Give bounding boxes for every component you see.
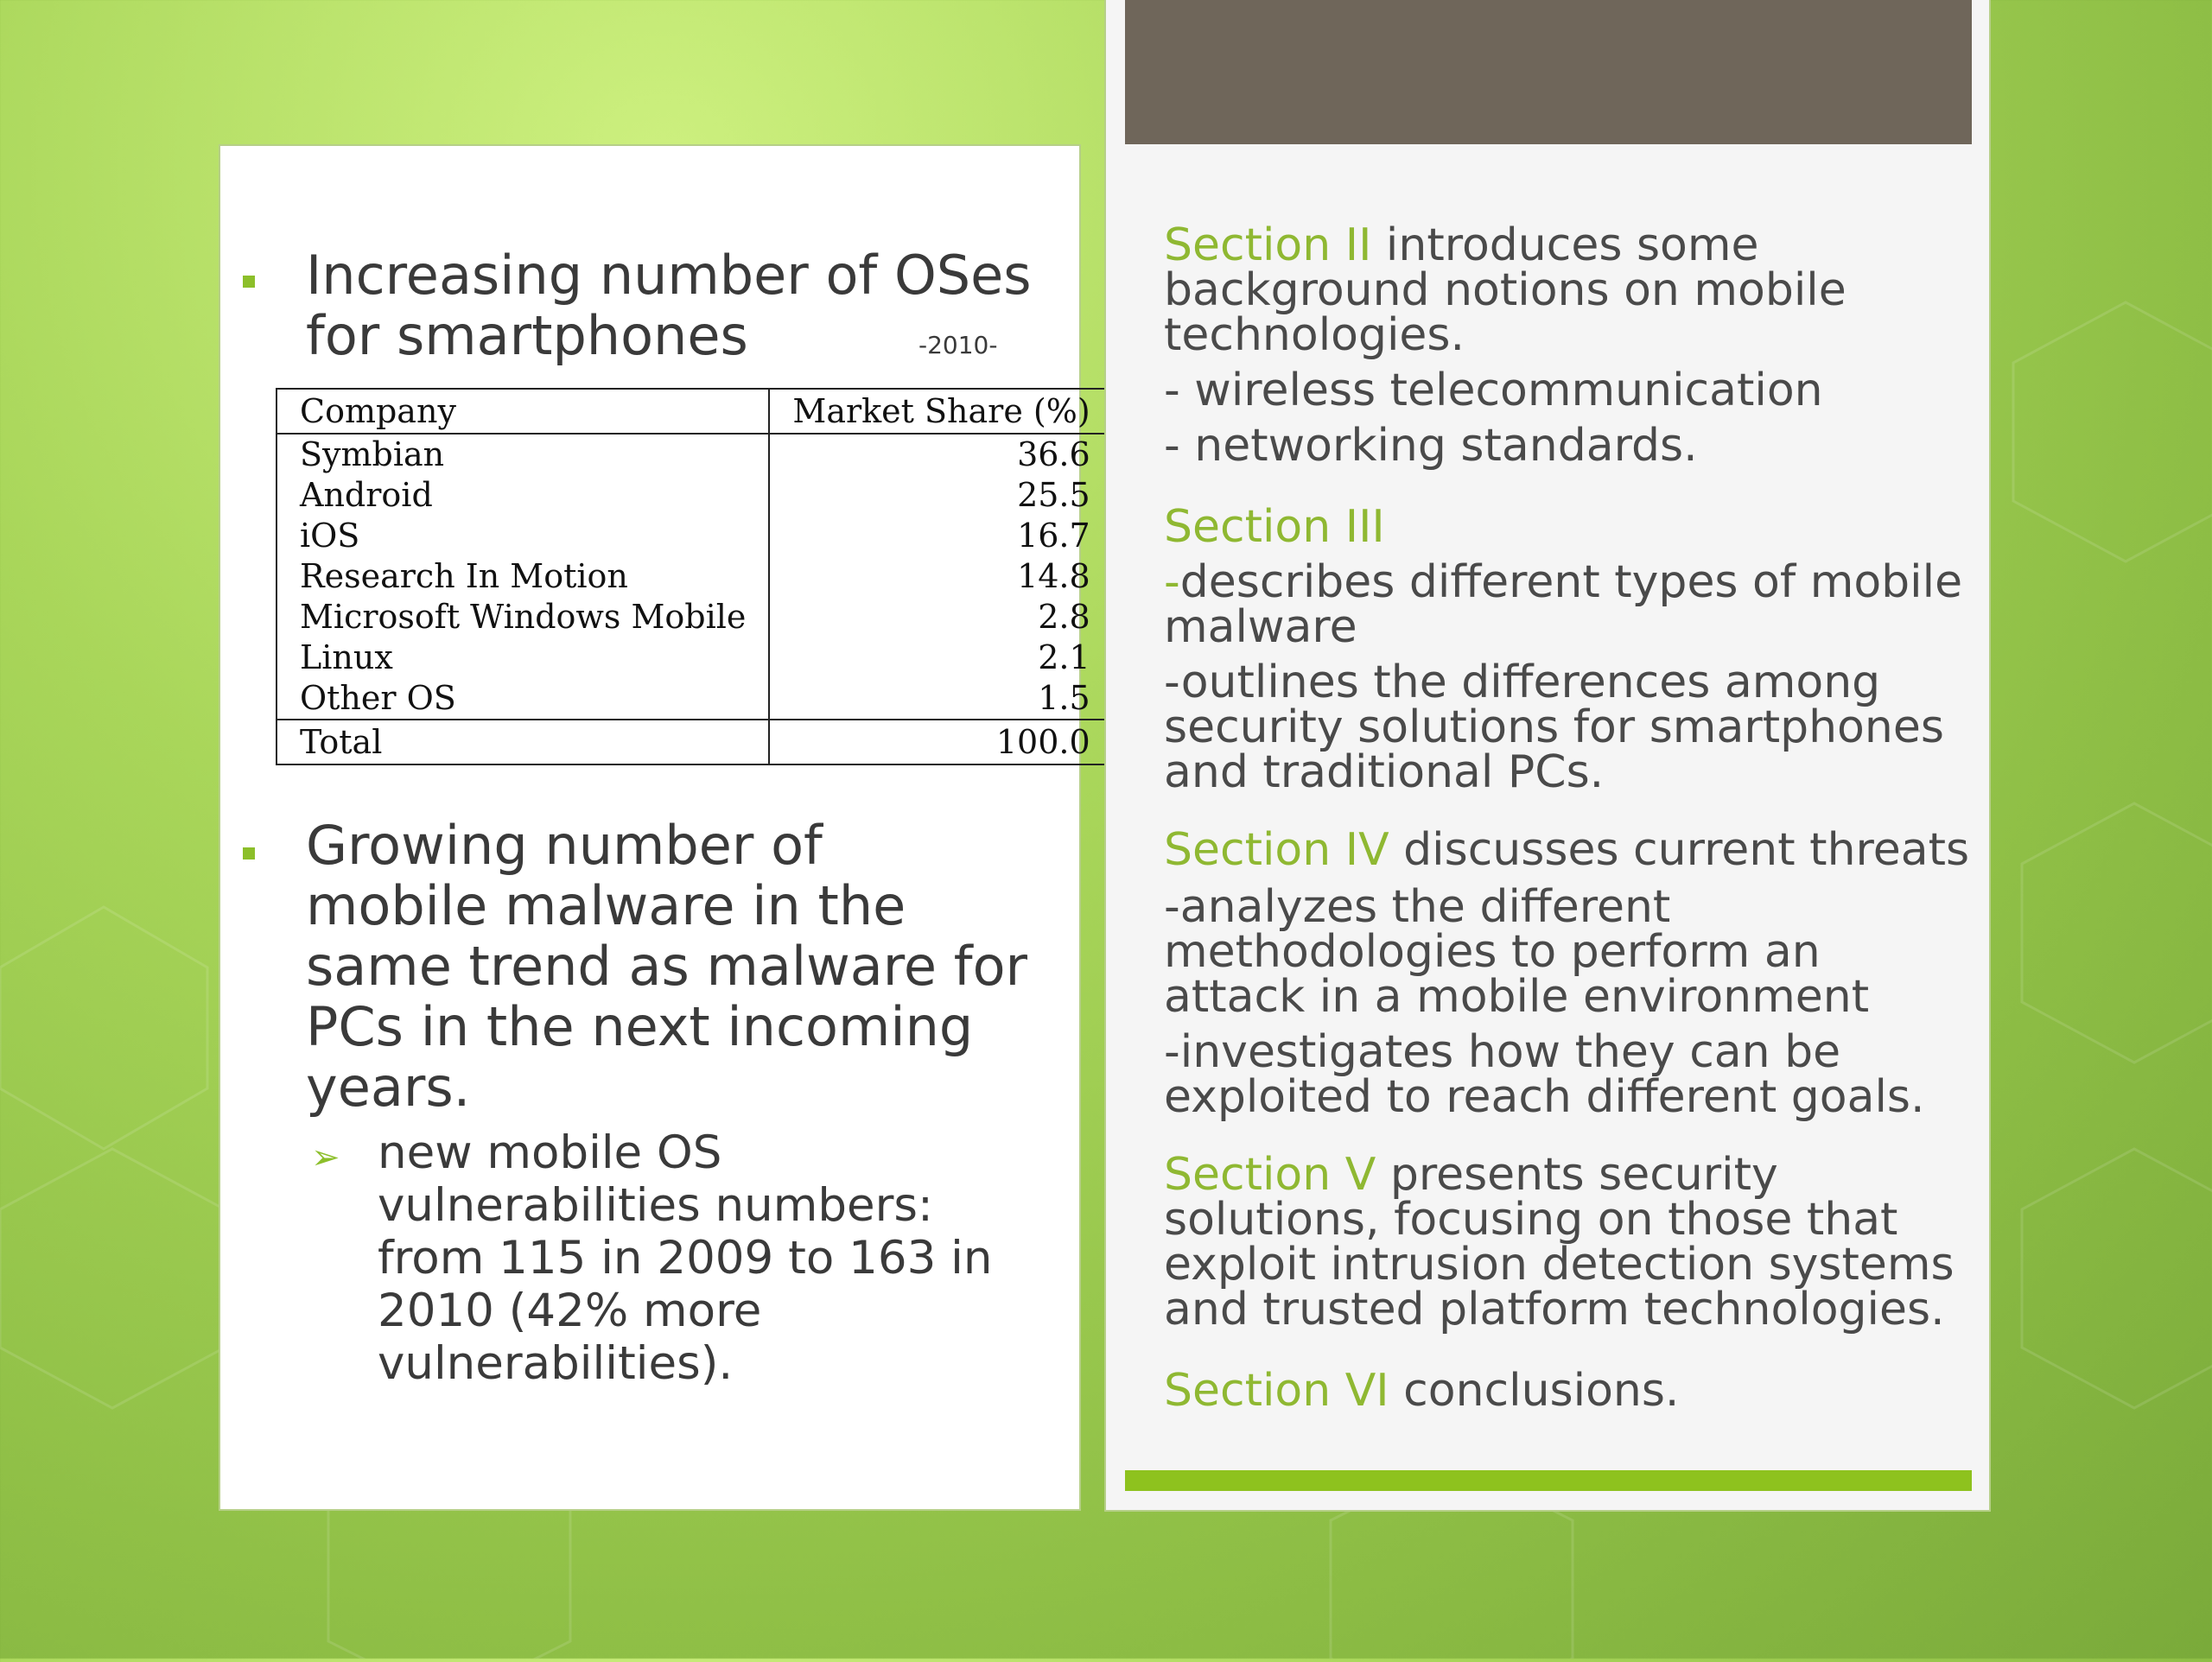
section-3-point-line: -describes different types of mobile xyxy=(1164,560,1976,605)
section-2-point: - networking standards. xyxy=(1164,420,1698,472)
section-5-heading-line: Section V presents security xyxy=(1164,1152,1976,1197)
table-row: iOS 16.7 xyxy=(276,516,1114,556)
section-2-line: technologies. xyxy=(1164,309,1465,361)
bullet-os-count-line2: for smartphones xyxy=(306,304,748,367)
arrow-bullet-icon: ➢ xyxy=(311,1138,340,1177)
section-4-heading-line: Section IV discusses current threats xyxy=(1164,828,1976,872)
share-cell: 2.1 xyxy=(1038,638,1090,676)
section-4-line: exploited to reach different goals. xyxy=(1164,1071,1925,1123)
year-note: -2010- xyxy=(918,331,998,359)
company-cell: Linux xyxy=(276,638,771,678)
table-row: Research In Motion 14.8 xyxy=(276,556,1114,597)
section-4-line: attack in a mobile environment xyxy=(1164,971,1870,1023)
share-cell: 2.8 xyxy=(1038,598,1090,636)
table-header-row: Company Market Share (%) xyxy=(276,389,1114,435)
section-2-label: Section II xyxy=(1164,219,1372,271)
section-4-line: -investigates how they can be xyxy=(1164,1026,1841,1078)
column-header-market-share: Market Share (%) xyxy=(769,389,1114,435)
section-3-line: -outlines the differences among xyxy=(1164,657,1881,708)
bullet-malware-line: years. xyxy=(306,1056,471,1119)
company-cell: Other OS xyxy=(276,678,771,720)
sub-bullet-line: from 115 in 2009 to 163 in xyxy=(378,1232,993,1285)
table-total-row: Total 100.0 xyxy=(276,719,1114,764)
section-5-line: solutions, focusing on those that xyxy=(1164,1194,1898,1246)
share-cell: 25.5 xyxy=(1017,476,1090,514)
section-4-label: Section IV xyxy=(1164,824,1389,876)
company-cell: Symbian xyxy=(276,434,771,475)
section-5-text: presents security xyxy=(1376,1149,1778,1201)
section-3-line: security solutions for smartphones xyxy=(1164,701,1944,753)
table-row: Microsoft Windows Mobile 2.8 xyxy=(276,597,1114,638)
share-cell: 36.6 xyxy=(1017,435,1090,473)
share-cell: 1.5 xyxy=(1038,679,1090,717)
section-2-text: introduces some xyxy=(1371,219,1759,271)
bullet-malware-line: same trend as malware for xyxy=(306,935,1028,998)
left-content-panel: Increasing number of OSes for smartphone… xyxy=(219,144,1115,1511)
company-cell: Android xyxy=(276,475,771,516)
company-cell: iOS xyxy=(276,516,771,556)
bullet-malware-line: PCs in the next incoming xyxy=(306,995,974,1058)
table-row: Symbian 36.6 xyxy=(276,434,1114,475)
section-6-text: conclusions. xyxy=(1389,1365,1680,1417)
sub-bullet-line: new mobile OS xyxy=(378,1126,722,1179)
section-5-line: and trusted platform technologies. xyxy=(1164,1284,1945,1335)
section-6-heading-line: Section VI conclusions. xyxy=(1164,1368,1976,1413)
square-bullet-icon xyxy=(243,276,255,288)
section-2-line: background notions on mobile xyxy=(1164,264,1847,316)
right-content-panel: Section II introduces some background no… xyxy=(1104,0,1991,1512)
section-5-line: exploit intrusion detection systems xyxy=(1164,1239,1955,1291)
bullet-malware-line: mobile malware in the xyxy=(306,874,906,937)
section-3-label: Section III xyxy=(1164,501,1385,553)
sub-bullet-line: 2010 (42% more xyxy=(378,1285,762,1337)
section-3-line: and traditional PCs. xyxy=(1164,746,1605,798)
section-4-text: discusses current threats xyxy=(1389,824,1970,876)
section-2-point: - wireless telecommunication xyxy=(1164,365,1823,416)
header-color-block xyxy=(1125,0,1972,144)
company-cell: Microsoft Windows Mobile xyxy=(276,597,771,638)
section-3-text: describes different types of mobile xyxy=(1179,556,1963,608)
square-bullet-icon xyxy=(243,847,255,860)
section-4-line: methodologies to perform an xyxy=(1164,926,1821,978)
bullet-malware-line: Growing number of xyxy=(306,814,823,877)
share-cell: 14.8 xyxy=(1017,557,1090,595)
section-6-label: Section VI xyxy=(1164,1365,1389,1417)
os-market-share-table: Company Market Share (%) Symbian 36.6 And… xyxy=(276,388,1115,765)
section-5-label: Section V xyxy=(1164,1149,1376,1201)
section-3-line: malware xyxy=(1164,601,1357,653)
sub-bullet-line: vulnerabilities). xyxy=(378,1337,734,1390)
sub-bullet-line: vulnerabilities numbers: xyxy=(378,1179,933,1232)
bullet-os-count-line1: Increasing number of OSes xyxy=(306,244,1032,307)
total-value-cell: 100.0 xyxy=(769,719,1114,764)
total-label-cell: Total xyxy=(276,719,771,764)
share-cell: 16.7 xyxy=(1017,517,1090,555)
table-row: Other OS 1.5 xyxy=(276,678,1114,720)
green-dash: - xyxy=(1164,556,1180,608)
section-2-heading-line: Section II introduces some xyxy=(1164,223,1976,268)
column-header-company: Company xyxy=(276,389,771,435)
company-cell: Research In Motion xyxy=(276,556,771,597)
table-row: Android 25.5 xyxy=(276,475,1114,516)
table-row: Linux 2.1 xyxy=(276,638,1114,678)
footer-accent-bar xyxy=(1125,1470,1972,1491)
section-4-line: -analyzes the different xyxy=(1164,881,1671,933)
